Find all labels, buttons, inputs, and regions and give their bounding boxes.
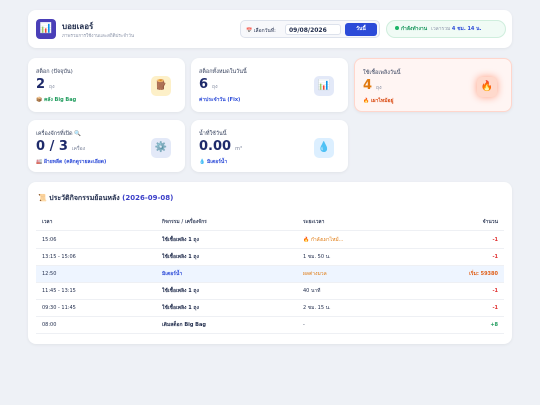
kpi-number: 4 xyxy=(363,78,373,93)
cell: 08:00 xyxy=(42,322,57,328)
date-picker: 📅 เลือกวันที่: 09/08/2026 วันนี้ xyxy=(240,20,380,38)
kpi-value: 0 / 3 เครื่อง xyxy=(36,139,85,154)
table-row: 09:30 - 11:45 ใช้เชื้อเพลิง 1 ถุง 2 ชม. 15… xyxy=(36,300,504,317)
cell: 12:50 xyxy=(42,271,57,277)
kpi-value: 4 ถุง xyxy=(363,78,382,93)
kpi-sub: ค่าประจำวัน (Fix) xyxy=(199,97,241,103)
kpi-icon: ⚙️ xyxy=(151,138,171,158)
kpi-sub: 💧 มิเตอร์น้ำ xyxy=(199,159,228,165)
total-label: เวลารวม xyxy=(431,26,451,32)
cell: ใช้เชื้อเพลิง 1 ถุง xyxy=(162,237,199,243)
cell: ใช้เชื้อเพลิง 1 ถุง xyxy=(162,305,199,311)
kpi-card: สต็อก (ปัจจุบัน) 2 ถุง 📦 คลัง Big Bag 🪵 xyxy=(28,58,185,112)
kpi-label: ใช้เชื้อเพลิงวันนี้ xyxy=(363,70,401,76)
status-text: กำลังทำงาน xyxy=(401,26,428,32)
cell: 11:45 - 13:15 xyxy=(42,288,76,294)
kpi-sub: 🏭 ฝ้ายหลีด (คลิกดูรายละเอียด) xyxy=(36,159,107,165)
table-title: 📜 ประวัติกิจกรรมย้อนหลัง (2026-09-08) xyxy=(38,193,173,204)
kpi-sub: 🔥 เผาไหม้อยู่ xyxy=(363,98,394,104)
table-row: 13:15 - 15:06 ใช้เชื้อเพลิง 1 ถุง 1 ชม. 50… xyxy=(36,249,504,266)
cell: +8 xyxy=(490,322,498,328)
table-row: 08:00 เติมสต็อก Big Bag - +8 xyxy=(36,317,504,334)
table-title-text: 📜 ประวัติกิจกรรมย้อนหลัง xyxy=(38,194,120,202)
kpi-number: 6 xyxy=(199,77,209,92)
cell: เติมสต็อก Big Bag xyxy=(162,322,206,328)
table-date: (2026-09-08) xyxy=(122,194,174,202)
date-input[interactable]: 09/08/2026 xyxy=(285,24,341,35)
column-header: เวลา xyxy=(42,219,53,225)
table-row: 15:06 ใช้เชื้อเพลิง 1 ถุง 🔥 กำลังเผาไหม้..… xyxy=(36,232,504,249)
table-row: 12:50 มิเตอร์น้ำ ผลต่างมวล เริ่ม: 59380 xyxy=(36,266,504,283)
cell: เริ่ม: 59380 xyxy=(469,271,498,277)
history-table: 📜 ประวัติกิจกรรมย้อนหลัง (2026-09-08) เว… xyxy=(28,182,512,344)
cell: -1 xyxy=(492,305,498,311)
kpi-unit: ถุง xyxy=(212,84,218,90)
cell: -1 xyxy=(492,288,498,294)
kpi-card: น้ำที่ใช้วันนี้ 0.00 m³ 💧 มิเตอร์น้ำ 💧 xyxy=(191,120,348,172)
kpi-card: ใช้เชื้อเพลิงวันนี้ 4 ถุง 🔥 เผาไหม้อยู่ 🔥 xyxy=(354,58,512,112)
kpi-icon: 🔥 xyxy=(477,77,497,97)
table-row: 11:45 - 13:15 ใช้เชื้อเพลิง 1 ถุง 40 นาที -… xyxy=(36,283,504,300)
kpi-label: สต็อกทั้งหมดในวันนี้ xyxy=(199,69,247,75)
kpi-sub: 📦 คลัง Big Bag xyxy=(36,97,77,103)
cell: 09:30 - 11:45 xyxy=(42,305,76,311)
cell: -1 xyxy=(492,237,498,243)
kpi-unit: m³ xyxy=(235,146,242,152)
kpi-label: สต็อก (ปัจจุบัน) xyxy=(36,69,73,75)
kpi-unit: เครื่อง xyxy=(71,146,86,152)
cell: 1 ชม. 50 น. xyxy=(303,254,331,260)
kpi-number: 0.00 xyxy=(199,139,232,154)
kpi-value: 2 ถุง xyxy=(36,77,55,92)
total-value: 4 ชม. 14 น. xyxy=(451,26,482,32)
kpi-icon: 📊 xyxy=(314,76,334,96)
cell: 2 ชม. 15 น. xyxy=(303,305,331,311)
kpi-unit: ถุง xyxy=(376,85,382,91)
kpi-value: 6 ถุง xyxy=(199,77,218,92)
kpi-label: เครื่องจักรที่เปิด 🔍 xyxy=(36,131,82,137)
table-header: เวลา กิจกรรม / เครื่องจักร ระยะเวลา จำนวน xyxy=(36,214,504,231)
logo: 📊 xyxy=(36,19,56,39)
cell: ใช้เชื้อเพลิง 1 ถุง xyxy=(162,254,199,260)
kpi-label: น้ำที่ใช้วันนี้ xyxy=(199,131,227,137)
cell: 40 นาที xyxy=(303,288,321,294)
header: 📊 บอยเลอร์ ภาพรวมการใช้งานและสถิติประจำว… xyxy=(28,10,512,48)
cell: - xyxy=(303,322,305,328)
date-label: 📅 เลือกวันที่: xyxy=(246,28,276,34)
kpi-icon: 💧 xyxy=(314,138,334,158)
today-button[interactable]: วันนี้ xyxy=(345,23,377,36)
cell: 🔥 กำลังเผาไหม้... xyxy=(303,237,344,243)
kpi-number: 0 / 3 xyxy=(36,139,68,154)
cell: ใช้เชื้อเพลิง 1 ถุง xyxy=(162,288,199,294)
kpi-card: สต็อกทั้งหมดในวันนี้ 6 ถุงค่าประจำวัน (Fix… xyxy=(191,58,348,112)
cell: มิเตอร์น้ำ xyxy=(162,271,183,277)
kpi-icon: 🪵 xyxy=(151,76,171,96)
kpi-card[interactable]: เครื่องจักรที่เปิด 🔍 0 / 3 เครื่อง 🏭 ฝ้ายหล… xyxy=(28,120,185,172)
kpi-unit: ถุง xyxy=(49,84,55,90)
cell: ผลต่างมวล xyxy=(303,271,327,277)
kpi-number: 2 xyxy=(36,77,46,92)
column-header: ระยะเวลา xyxy=(303,219,325,225)
title: บอยเลอร์ xyxy=(62,22,94,31)
status: กำลังทำงาน เวลารวม 4 ชม. 14 น. xyxy=(386,20,506,38)
cell: 15:06 xyxy=(42,237,57,243)
subtitle: ภาพรวมการใช้งานและสถิติประจำวัน xyxy=(62,34,135,39)
cell: 13:15 - 15:06 xyxy=(42,254,76,260)
column-header: จำนวน xyxy=(482,219,498,225)
column-header: กิจกรรม / เครื่องจักร xyxy=(162,219,207,225)
kpi-value: 0.00 m³ xyxy=(199,139,242,154)
cell: -1 xyxy=(492,254,498,260)
